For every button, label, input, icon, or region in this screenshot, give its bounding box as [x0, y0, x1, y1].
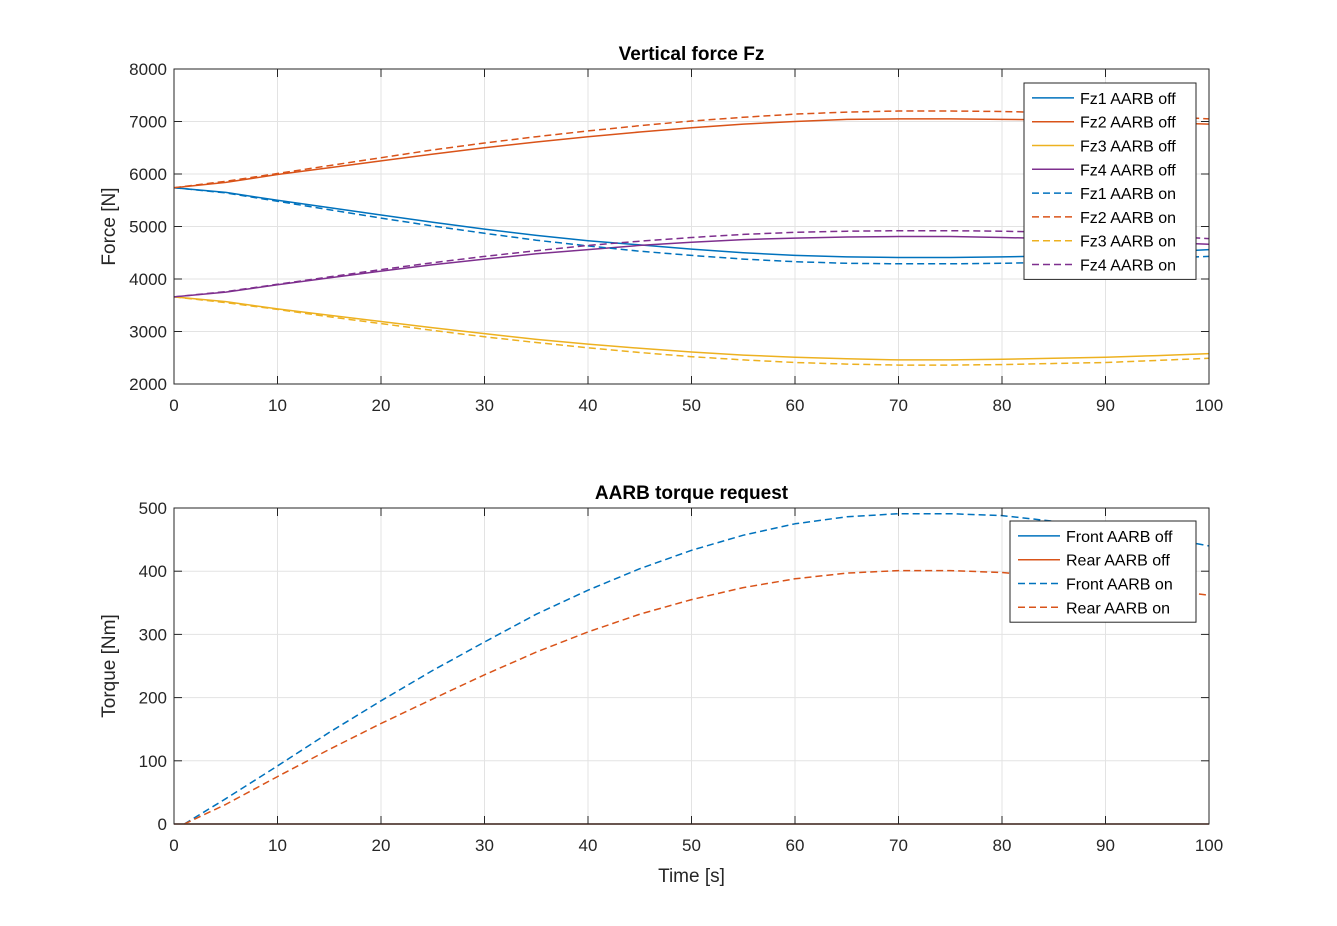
x-tick-label: 100	[1195, 396, 1223, 415]
y-tick-label: 2000	[129, 375, 167, 394]
legend-label: Fz2 AARB on	[1080, 210, 1176, 227]
y-tick-label: 0	[158, 815, 167, 834]
x-tick-label: 80	[993, 396, 1012, 415]
x-tick-label: 20	[372, 836, 391, 855]
y-tick-label: 3000	[129, 323, 167, 342]
legend-label: Front AARB off	[1066, 529, 1173, 546]
y-tick-label: 300	[139, 625, 167, 644]
x-tick-label: 40	[579, 836, 598, 855]
x-tick-label: 50	[682, 836, 701, 855]
legend-label: Front AARB on	[1066, 577, 1173, 594]
x-tick-label: 30	[475, 836, 494, 855]
x-tick-label: 60	[786, 396, 805, 415]
chart-2: 0 10 20 30 40 50 60 70 80 90 100 0 100 200 300 400 500 AA…	[99, 483, 1223, 887]
legend: Fz1 AARB off Fz2 AARB off Fz3 AARB off Fz4 …	[1023, 82, 1197, 280]
x-tick-label: 0	[169, 836, 178, 855]
y-tick-label: 100	[139, 752, 167, 771]
y-tick-label: 400	[139, 562, 167, 581]
series-line	[173, 110, 1210, 189]
x-tick-label: 90	[1096, 836, 1115, 855]
x-tick-label: 70	[889, 836, 908, 855]
legend-label: Rear AARB on	[1066, 600, 1170, 617]
y-tick-label: 5000	[129, 218, 167, 237]
legend-label: Fz1 AARB off	[1080, 91, 1176, 108]
y-tick-label: 4000	[129, 270, 167, 289]
chart-title: Vertical force Fz	[619, 44, 765, 65]
chart-1: 0 10 20 30 40 50 60 70 80 90 100 2000 3000 4000 5000 60…	[99, 44, 1223, 415]
legend: Front AARB off Rear AARB off Front AARB on…	[1009, 520, 1197, 623]
x-tick-label: 50	[682, 396, 701, 415]
legend-label: Fz4 AARB on	[1080, 258, 1176, 275]
y-tick-label: 200	[139, 689, 167, 708]
series-line	[173, 229, 1210, 298]
x-axis-label: Time [s]	[658, 866, 725, 887]
legend-label: Fz1 AARB on	[1080, 186, 1176, 203]
x-tick-label: 0	[169, 396, 178, 415]
y-tick-label: 8000	[129, 60, 167, 79]
legend-label: Fz4 AARB off	[1080, 162, 1176, 179]
legend-label: Fz3 AARB off	[1080, 139, 1176, 156]
legend-label: Rear AARB off	[1066, 553, 1170, 570]
x-tick-label: 60	[786, 836, 805, 855]
legend-box	[1023, 82, 1197, 280]
x-tick-label: 40	[579, 396, 598, 415]
y-tick-label: 6000	[129, 165, 167, 184]
chart-title: AARB torque request	[595, 483, 789, 504]
series-line	[173, 296, 1210, 361]
legend-label: Fz2 AARB off	[1080, 115, 1176, 132]
legend-label: Fz3 AARB on	[1080, 234, 1176, 251]
series-line	[173, 296, 1210, 366]
y-axis-label: Torque [Nm]	[99, 614, 120, 717]
series-line	[183, 512, 1210, 825]
y-tick-label: 500	[139, 499, 167, 518]
x-tick-label: 70	[889, 396, 908, 415]
x-tick-label: 20	[372, 396, 391, 415]
x-tick-label: 30	[475, 396, 494, 415]
x-tick-label: 100	[1195, 836, 1223, 855]
legend-box	[1009, 520, 1197, 623]
x-tick-label: 90	[1096, 396, 1115, 415]
y-axis-label: Force [N]	[99, 187, 120, 265]
x-tick-label: 10	[268, 396, 287, 415]
x-tick-label: 10	[268, 836, 287, 855]
x-tick-label: 80	[993, 836, 1012, 855]
series-line	[173, 186, 1210, 265]
y-tick-label: 7000	[129, 113, 167, 132]
